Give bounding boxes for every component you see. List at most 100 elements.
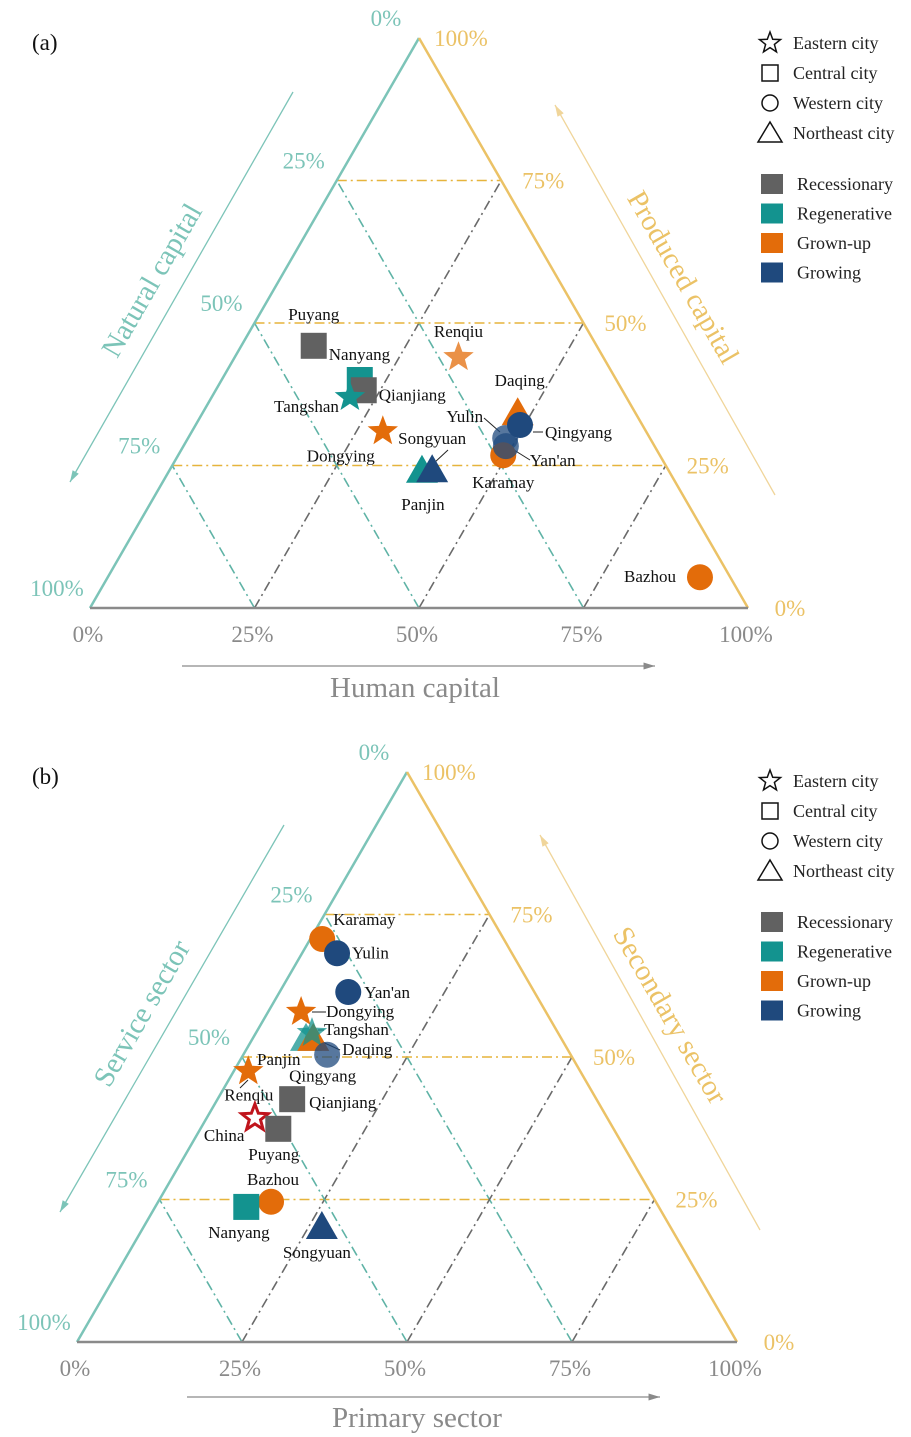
gridline-bottom-axis	[406, 1056, 573, 1343]
left-axis-arrow-head	[60, 1200, 69, 1212]
left-axis-tick-label: 100%	[17, 1310, 71, 1335]
legend-regenerative-swatch	[761, 203, 783, 224]
bottom-axis-tick-label: 100%	[708, 1356, 762, 1381]
data-label-yanan: Yan'an	[530, 451, 576, 470]
legend: Eastern city Central city Western city Nort…	[756, 767, 894, 1021]
gridline-left-axis	[253, 322, 420, 609]
data-point-bazhou	[258, 1188, 285, 1215]
legend-growing-swatch	[761, 1000, 783, 1021]
gridline-left-axis	[336, 180, 585, 609]
left-axis-tick-label: 50%	[200, 291, 242, 316]
data-label-renqiu: Renqiu	[224, 1085, 274, 1104]
data-label-tangshan: Tangshan	[324, 1020, 389, 1039]
bottom-axis-tick-label: 25%	[231, 622, 273, 647]
left-axis-tick-label: 75%	[118, 434, 160, 459]
legend-triangle-icon	[756, 858, 784, 881]
gridline-left-axis	[171, 465, 256, 609]
legend-type-label: Growing	[797, 263, 861, 283]
legend-shape-label: Northeast city	[793, 861, 894, 881]
gridline-left-axis	[323, 914, 573, 1343]
right-axis-tick-label: 25%	[675, 1188, 717, 1213]
data-point-bazhou	[686, 564, 713, 591]
data-point-qingyang	[314, 1041, 341, 1068]
data-point-yulin	[324, 940, 351, 967]
legend-star-icon	[757, 29, 783, 54]
bottom-axis-tick-label: 0%	[60, 1356, 91, 1381]
left-axis-tick-label: 0%	[371, 6, 402, 31]
right-axis-arrow-head	[555, 105, 564, 117]
bottom-axis-tick-label: 100%	[719, 622, 773, 647]
right-axis-tick-label: 100%	[434, 26, 488, 51]
data-label-dongying: Dongying	[307, 446, 376, 465]
legend-growing-swatch	[761, 262, 783, 283]
right-axis-line	[417, 37, 750, 609]
right-axis-title: Secondary sector	[606, 921, 733, 1110]
left-axis-tick-label: 50%	[188, 1025, 230, 1050]
gridline-bottom-axis	[582, 465, 667, 609]
right-axis-tick-label: 75%	[522, 169, 564, 194]
data-label-daqing: Daqing	[342, 1040, 393, 1059]
legend-shape-label: Western city	[793, 93, 883, 113]
data-label-puyang: Puyang	[248, 1145, 299, 1164]
right-axis-tick-label: 75%	[510, 903, 552, 928]
left-axis-arrow-head	[70, 470, 79, 482]
right-axis-arrow	[539, 834, 761, 1231]
data-point-qianjiang	[279, 1086, 306, 1113]
left-axis-tick-label: 75%	[105, 1168, 147, 1193]
gridline-bottom-axis	[253, 180, 502, 609]
right-axis-title: Produced capital	[620, 185, 745, 369]
data-label-china: China	[204, 1126, 245, 1145]
legend-shape-label: Eastern city	[793, 771, 878, 791]
data-label-yulin: Yulin	[446, 407, 483, 426]
legend-type-label: Recessionary	[797, 174, 893, 194]
data-label-karamay: Karamay	[333, 910, 396, 929]
legend-circle-icon	[761, 832, 779, 850]
left-axis-line	[88, 37, 421, 609]
data-label-songyuan: Songyuan	[283, 1243, 352, 1262]
legend-type-label: Grown-up	[797, 233, 871, 253]
data-point-china	[237, 1099, 273, 1133]
left-axis-tick-label: 25%	[270, 883, 312, 908]
legend-square-icon	[761, 802, 779, 820]
bottom-axis-tick-label: 75%	[549, 1356, 591, 1381]
legend-square-icon	[761, 64, 779, 82]
data-label-puyang: Puyang	[288, 305, 340, 324]
right-axis-tick-label: 0%	[764, 1330, 795, 1355]
legend-grown-up-swatch	[761, 233, 783, 253]
data-label-qianjiang: Qianjiang	[309, 1093, 377, 1112]
legend-triangle-icon	[756, 120, 784, 143]
legend-type-label: Regenerative	[797, 204, 892, 224]
legend-shape-label: Northeast city	[793, 123, 894, 143]
data-point-qingyang	[507, 412, 534, 439]
bottom-axis-tick-label: 50%	[396, 622, 438, 647]
bottom-axis-arrow-head	[643, 662, 655, 670]
left-axis-arrow	[59, 824, 285, 1213]
data-label-tangshan: Tangshan	[274, 397, 339, 416]
data-label-qianjiang: Qianjiang	[379, 385, 447, 404]
right-axis-tick-label: 50%	[604, 311, 646, 336]
data-point-dongying	[285, 996, 317, 1025]
data-point-tangshan	[296, 1017, 328, 1046]
data-label-songyuan: Songyuan	[398, 429, 467, 448]
data-point-yanan	[492, 433, 519, 460]
legend-shape-label: Central city	[793, 801, 877, 821]
legend-type-label: Growing	[797, 1001, 861, 1021]
legend: Eastern city Central city Western city Nort…	[756, 29, 894, 283]
panel-label: (b)	[32, 764, 59, 789]
legend-grown-up-swatch	[761, 971, 783, 991]
data-label-bazhou: Bazhou	[624, 567, 676, 586]
data-label-yanan: Yan'an	[364, 983, 410, 1002]
data-label-yulin: Yulin	[352, 943, 389, 962]
data-label-qingyang: Qingyang	[545, 423, 613, 442]
data-label-nanyang: Nanyang	[208, 1223, 270, 1242]
gridline-left-axis	[158, 1199, 243, 1343]
right-axis-arrow-head	[540, 835, 549, 847]
right-axis-line	[405, 771, 739, 1343]
gridline-bottom-axis	[571, 1199, 656, 1343]
left-axis-line	[75, 771, 409, 1343]
data-point-dongying	[367, 415, 398, 445]
legend-type-label: Grown-up	[797, 971, 871, 991]
data-label-bazhou: Bazhou	[247, 1170, 299, 1189]
legend-recessionary-swatch	[761, 174, 783, 194]
